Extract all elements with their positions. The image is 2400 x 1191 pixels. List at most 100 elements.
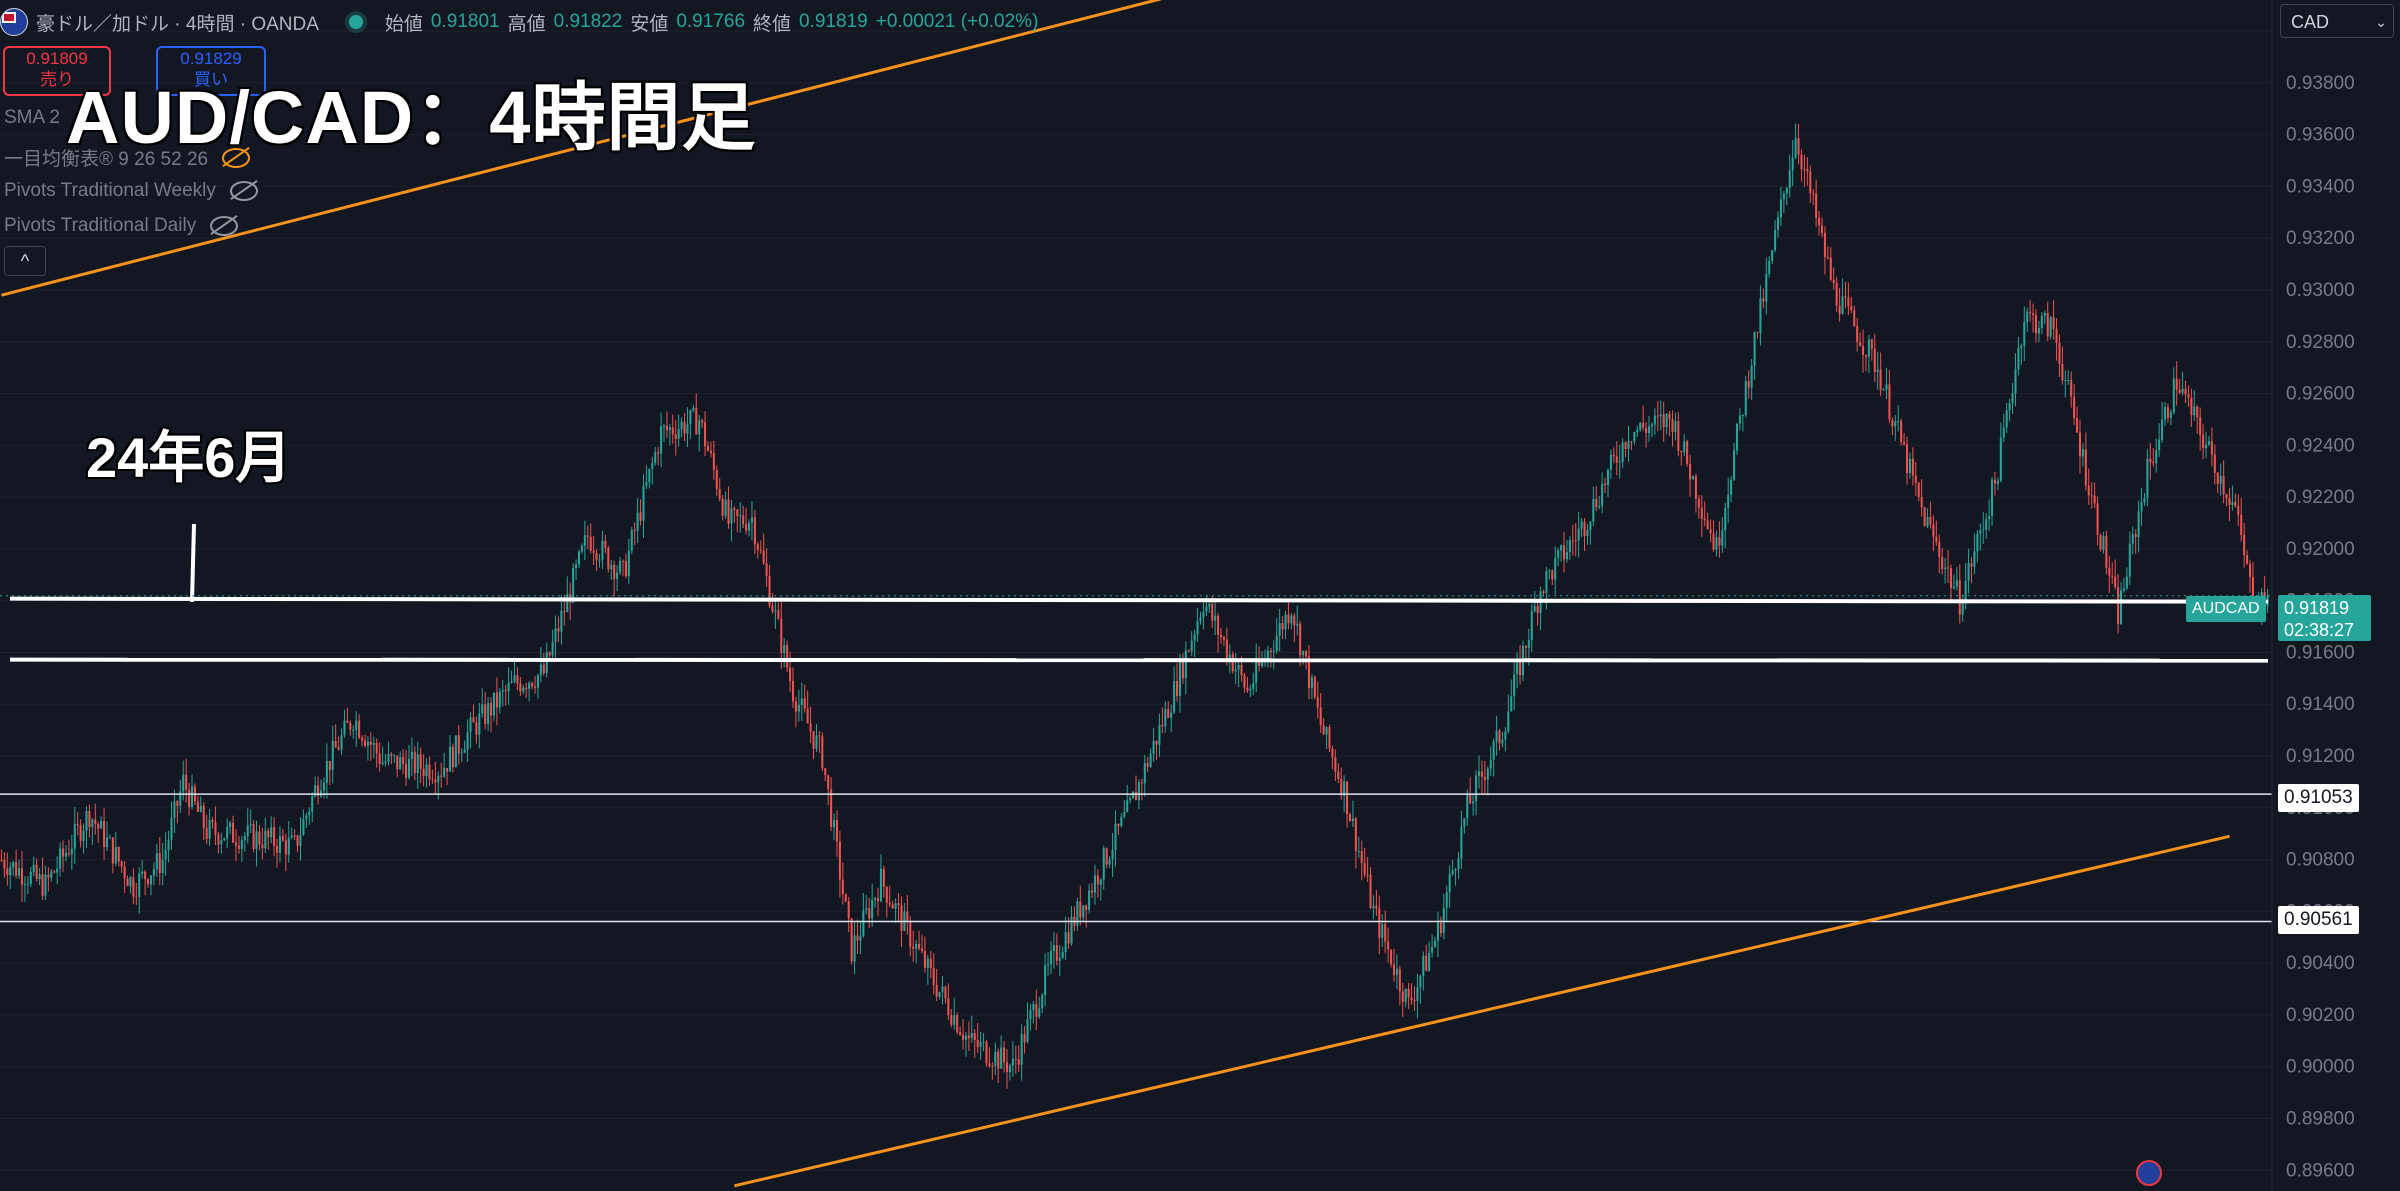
symbol-title[interactable]: 豪ドル／加ドル · 4時間 · OANDA <box>36 13 319 35</box>
candle-body <box>167 839 170 850</box>
candle-body <box>862 910 865 937</box>
candle-body <box>1645 427 1648 434</box>
candle-body <box>2178 389 2181 393</box>
candle-body <box>1052 945 1055 952</box>
hidden-eye-icon[interactable] <box>229 181 258 201</box>
trendline-upper <box>1 0 1163 297</box>
candle-body <box>1677 421 1680 451</box>
candle-body <box>290 835 293 838</box>
candle-body <box>1360 851 1363 863</box>
candle-body <box>2143 498 2146 503</box>
y-tick-label: 0.91200 <box>2286 746 2355 767</box>
candle-body <box>1454 869 1457 871</box>
candle-body <box>1498 730 1501 744</box>
candle-body <box>1378 908 1381 938</box>
hidden-eye-icon[interactable] <box>210 216 239 236</box>
candle-body <box>616 572 619 580</box>
candle-body <box>1448 874 1451 893</box>
candle-body <box>1099 879 1102 885</box>
candle-body <box>923 951 926 968</box>
level-tag-b: 0.90561 <box>2278 906 2359 934</box>
candle-body <box>1375 905 1378 909</box>
candle-body <box>879 868 882 902</box>
candle-body <box>841 879 844 895</box>
candle-body <box>64 853 67 857</box>
candle-body <box>929 958 932 969</box>
candle-body <box>2166 406 2169 418</box>
candle-body <box>1319 707 1322 726</box>
candle-body <box>484 704 487 724</box>
candle-body <box>1225 639 1228 659</box>
candle-body <box>2193 406 2196 416</box>
collapse-indicators-button[interactable]: ^ <box>4 246 46 276</box>
indicator-pivots-weekly[interactable]: Pivots Traditional Weekly <box>4 180 258 202</box>
candle-body <box>1507 711 1510 732</box>
buy-button[interactable]: 0.91829 買い <box>156 46 266 96</box>
candle-body <box>542 664 545 674</box>
candle-body <box>1475 775 1478 802</box>
candle-body <box>1686 441 1689 464</box>
candle-body <box>2073 396 2076 419</box>
candle-body <box>270 827 273 838</box>
candle-body <box>1753 332 1756 366</box>
candle-body <box>2093 495 2096 504</box>
candle-body <box>959 1032 962 1035</box>
candle-body <box>1387 941 1390 950</box>
candle-body <box>1935 536 1938 542</box>
candle-body <box>2181 388 2184 393</box>
candle-body <box>1524 645 1527 648</box>
candle-body <box>1460 826 1463 859</box>
candle-body <box>2076 418 2079 433</box>
currency-select[interactable]: CAD ⌄ <box>2280 4 2394 38</box>
candle-body <box>1489 759 1492 769</box>
change-value: +0.00021 (+0.02%) <box>875 11 1039 32</box>
hidden-eye-icon[interactable] <box>222 147 251 168</box>
candle-body <box>1771 250 1774 261</box>
candle-body <box>1800 154 1803 169</box>
candle-body <box>1803 168 1806 170</box>
candle-body <box>1894 421 1897 427</box>
indicator-sma[interactable]: SMA 2 <box>4 107 60 129</box>
candle-body <box>2096 503 2099 535</box>
candle-body <box>1694 476 1697 500</box>
candle-body <box>475 722 478 735</box>
candle-body <box>660 426 663 454</box>
candle-body <box>246 825 249 837</box>
candle-body <box>2099 534 2102 550</box>
candle-body <box>1642 422 1645 428</box>
candle-body <box>973 1033 976 1041</box>
candle-body <box>223 838 226 841</box>
candle-body <box>38 874 41 879</box>
candle-body <box>1328 727 1331 749</box>
candle-body <box>838 841 841 880</box>
candle-body <box>1870 339 1873 349</box>
candle-body <box>580 545 583 552</box>
candle-body <box>967 1035 970 1039</box>
open-value: 0.91801 <box>430 11 500 32</box>
candle-body <box>2243 534 2246 556</box>
candle-body <box>1674 421 1677 433</box>
candle-body <box>1630 441 1633 443</box>
candle-body <box>847 901 850 919</box>
candle-body <box>2061 363 2064 381</box>
candle-body <box>1952 586 1955 588</box>
candle-body <box>232 822 235 843</box>
indicator-ichimoku[interactable]: 一目均衡表® 9 26 52 26 <box>4 144 251 171</box>
candle-body <box>302 819 305 835</box>
candle-body <box>6 868 9 876</box>
candle-body <box>1307 656 1310 689</box>
candle-body <box>1143 763 1146 784</box>
sell-button[interactable]: 0.91809 売り <box>3 46 111 96</box>
candle-body <box>1334 757 1337 772</box>
indicator-pivots-daily[interactable]: Pivots Traditional Daily <box>4 215 239 237</box>
candle-body <box>2234 502 2237 507</box>
candle-body <box>144 871 147 880</box>
candle-body <box>375 743 378 754</box>
trendline-lower <box>734 834 2230 1188</box>
candle-body <box>1214 615 1217 621</box>
event-flag-icon[interactable] <box>2136 1160 2162 1186</box>
candle-body <box>328 760 331 770</box>
candle-body <box>695 407 698 435</box>
candle-body <box>129 877 132 887</box>
